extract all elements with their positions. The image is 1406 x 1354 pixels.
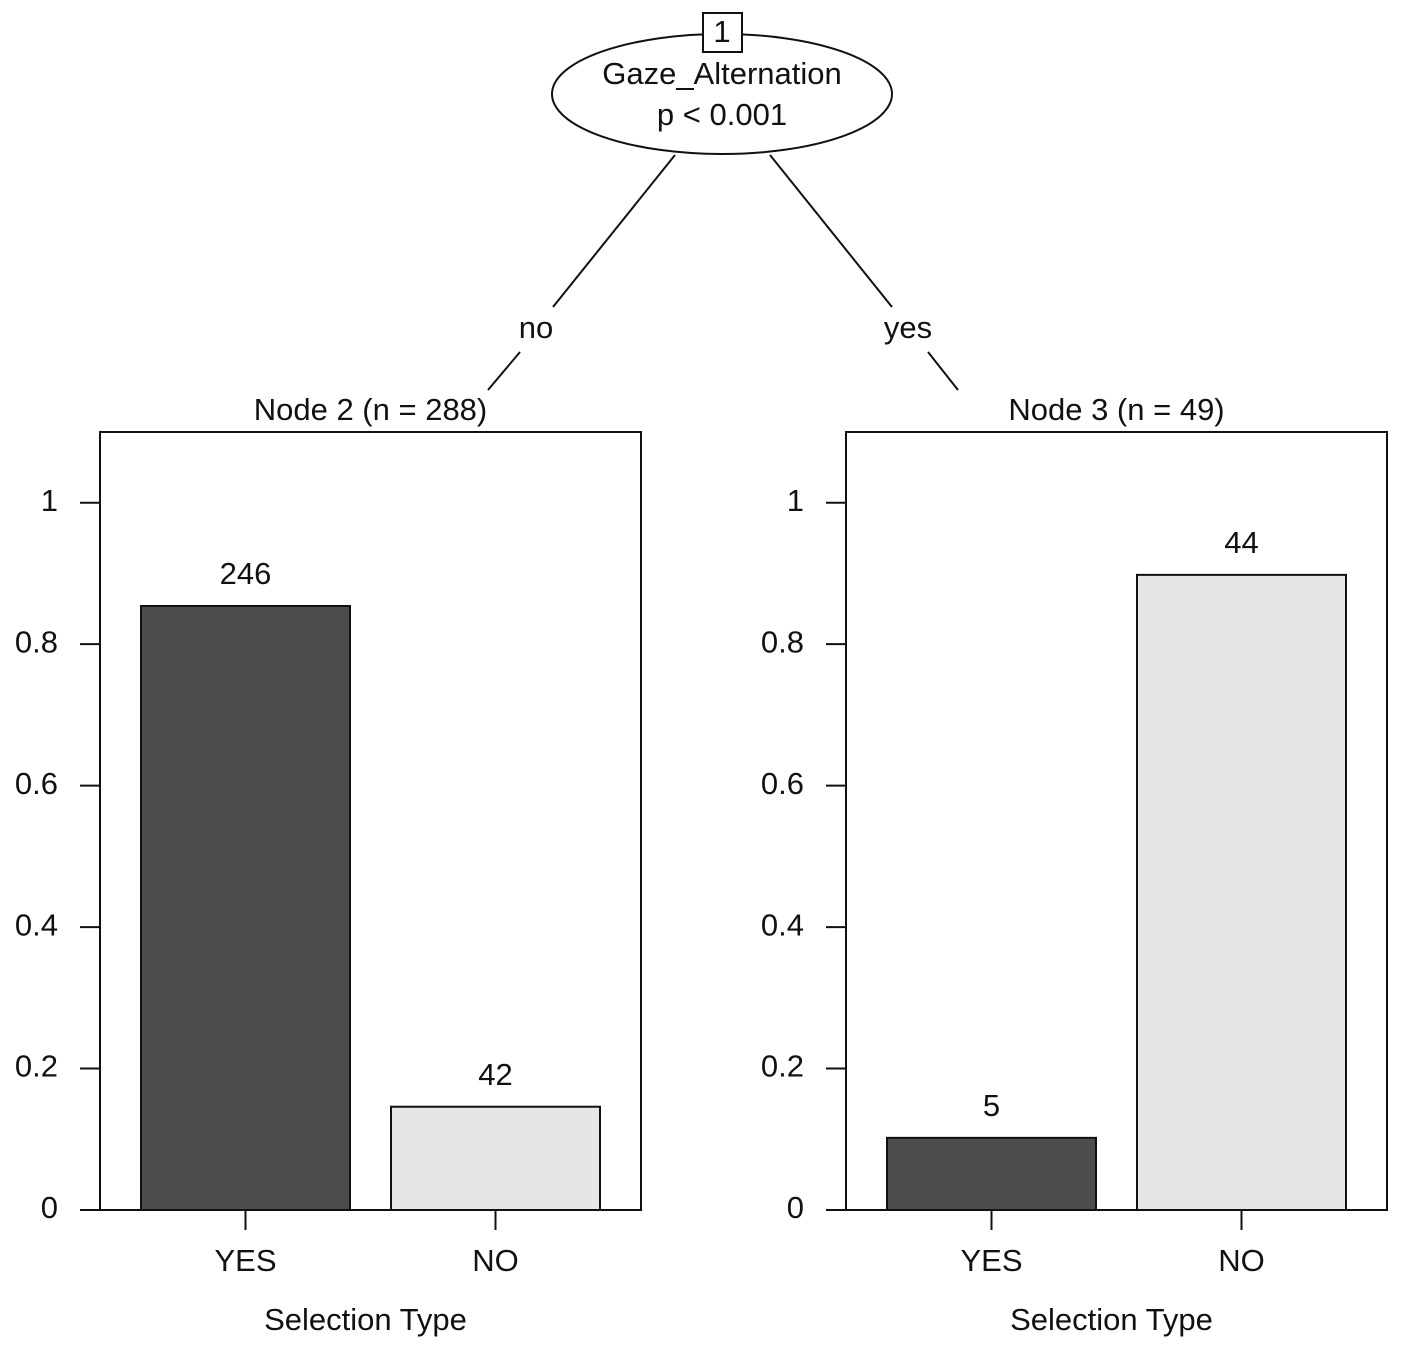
bar (886, 1136, 1097, 1211)
y-tick-label: 0.6 (15, 766, 58, 801)
y-tick-label: 1 (787, 483, 804, 518)
bar-count-label: 42 (478, 1057, 512, 1092)
bar (390, 1105, 601, 1211)
edge (487, 351, 521, 391)
y-tick-label: 0 (41, 1190, 58, 1225)
plot-frame (99, 431, 642, 1211)
y-tick-label: 1 (41, 483, 58, 518)
x-axis-label: Selection Type (1010, 1302, 1213, 1337)
node-id: 1 (713, 14, 730, 49)
bar-count-label: 5 (983, 1088, 1000, 1123)
bar-count-label: 44 (1224, 525, 1258, 560)
x-axis-label: Selection Type (264, 1302, 467, 1337)
edge (769, 154, 893, 308)
y-tick-label: 0.2 (761, 1049, 804, 1084)
y-tick-label: 0.4 (761, 907, 804, 942)
edge (552, 154, 676, 308)
edge-label: no (519, 310, 553, 345)
y-tick-label: 0.8 (761, 624, 804, 659)
node-id-box (702, 12, 743, 53)
y-tick-label: 0.2 (15, 1049, 58, 1084)
bar (140, 604, 351, 1211)
bar (1136, 573, 1347, 1211)
edge-label: yes (884, 310, 932, 345)
x-tick-label: NO (1218, 1243, 1265, 1278)
node-p-value: p < 0.001 (657, 97, 787, 132)
edge (927, 351, 959, 391)
y-tick-label: 0.4 (15, 907, 58, 942)
x-tick-label: YES (214, 1243, 276, 1278)
y-tick-label: 0 (787, 1190, 804, 1225)
node-variable: Gaze_Alternation (602, 56, 842, 91)
y-tick-label: 0.8 (15, 624, 58, 659)
x-tick-label: NO (472, 1243, 519, 1278)
bar-count-label: 246 (220, 556, 272, 591)
y-tick-label: 0.6 (761, 766, 804, 801)
panel-title: Node 3 (n = 49) (1008, 392, 1224, 427)
x-tick-label: YES (960, 1243, 1022, 1278)
panel-title: Node 2 (n = 288) (254, 392, 488, 427)
plot-frame (845, 431, 1388, 1211)
